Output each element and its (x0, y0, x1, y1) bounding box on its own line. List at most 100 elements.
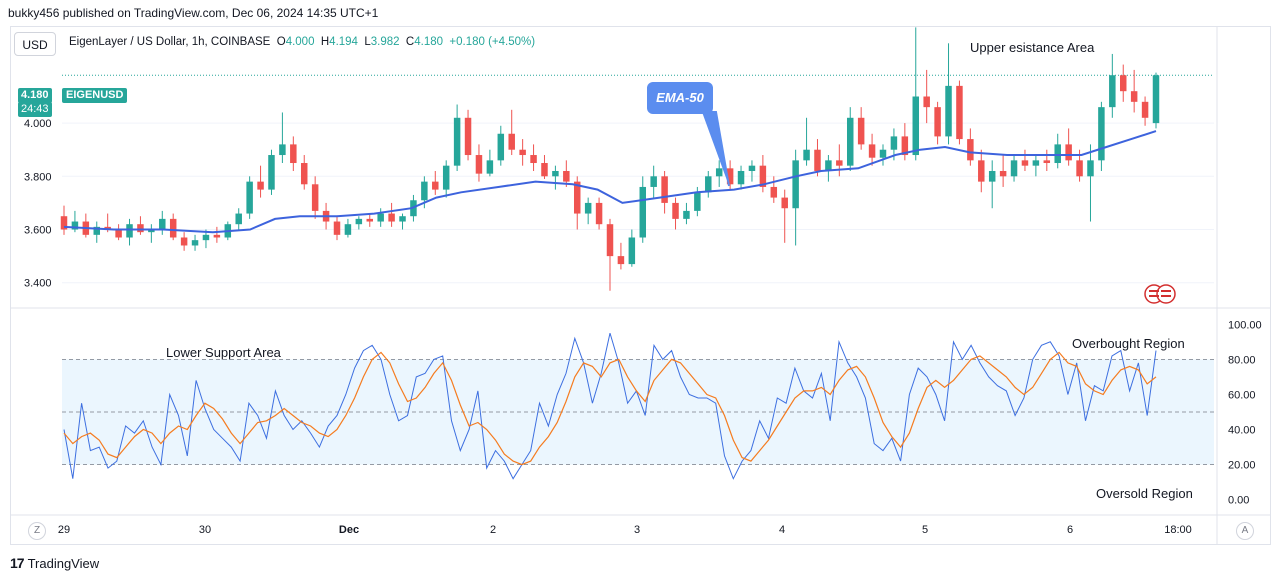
price-tick-label: 3.800 (24, 171, 52, 183)
candle-body (279, 144, 286, 156)
candle-body (290, 144, 297, 164)
candle-body (169, 218, 177, 238)
candle-body (388, 213, 395, 222)
candle-body (137, 224, 144, 233)
price-tick-label: 3.400 (24, 278, 52, 290)
candle-body (508, 133, 515, 150)
candle-body (628, 237, 636, 265)
candle-body (759, 165, 767, 187)
open-value: 4.000 (285, 36, 315, 48)
candle-body (1010, 160, 1018, 177)
close-value: 4.180 (414, 36, 444, 48)
candle-body (617, 256, 625, 265)
published-by-text: bukky456 published on TradingView.com, D… (8, 6, 379, 20)
candle-body (1076, 160, 1083, 177)
candle-body (661, 176, 668, 203)
candle-body (1119, 75, 1127, 92)
oscillator-tick-label: 80.00 (1228, 354, 1256, 366)
stochastic-d-line (63, 351, 1157, 466)
candle-body (999, 170, 1007, 177)
candle-body (978, 160, 985, 182)
oscillator-tick-label: 20.00 (1228, 460, 1256, 472)
candle-body (1032, 160, 1040, 166)
low-key: L (364, 36, 371, 48)
low-value: 3.982 (370, 36, 400, 48)
candle-body (737, 170, 745, 185)
candle-body (344, 224, 352, 235)
candle-body (748, 165, 756, 171)
candle-body (366, 218, 374, 222)
candle-body (573, 181, 581, 214)
upper-resistance-label: Upper esistance Area (970, 40, 1095, 55)
candle-body (486, 160, 494, 174)
candle-body (1065, 144, 1072, 161)
oversold-label: Oversold Region (1096, 486, 1193, 501)
overbought-label: Overbought Region (1072, 336, 1185, 351)
time-tick-label: 30 (199, 524, 211, 536)
candle-body (530, 155, 537, 164)
candle-body (683, 210, 690, 219)
candle-body (377, 213, 384, 222)
time-axis: 29 30 Dec 2 3 4 5 6 18:00 (58, 524, 1192, 536)
candle-body (694, 192, 701, 211)
candle-body (792, 160, 799, 209)
candle-body (1087, 160, 1094, 177)
oscillator-tick-label: 40.00 (1228, 425, 1256, 437)
candle-body (584, 202, 592, 214)
close-key: C (405, 36, 415, 48)
time-tick-label: 18:00 (1164, 524, 1192, 536)
candle-body (126, 224, 133, 238)
lower-support-label: Lower Support Area (166, 345, 281, 360)
candle-body (235, 213, 242, 225)
time-tick-label: 4 (779, 524, 785, 536)
tradingview-logo-icon: 17 (10, 555, 25, 571)
price-tick-label: 4.000 (24, 118, 52, 130)
candle-body (956, 85, 963, 140)
candle-body (399, 216, 406, 222)
candle-body (213, 234, 221, 238)
candle-body (191, 240, 199, 246)
candle-body (202, 234, 210, 241)
chart-frame (10, 26, 1271, 545)
candle-body (988, 170, 996, 182)
candle-body (705, 176, 712, 193)
time-tick-label: Dec (339, 524, 359, 536)
candle-body (453, 117, 461, 166)
oscillator-pane (62, 358, 1214, 466)
price-tick-label: 3.600 (24, 225, 52, 237)
price-y-axis: 3.400 3.600 3.800 4.000 (24, 118, 52, 290)
high-value: 4.194 (329, 36, 358, 48)
auto-scale-button[interactable]: A (1236, 522, 1254, 540)
candle-body (1141, 101, 1149, 118)
candle-body (825, 160, 832, 171)
candle-body (159, 218, 166, 230)
symbol-name: EigenLayer / US Dollar, 1h, COINBASE (69, 36, 271, 48)
candle-body (781, 197, 788, 209)
candle-body (967, 139, 974, 161)
candle-body (639, 186, 647, 238)
candle-body (475, 155, 483, 174)
change-value: +0.180 (+4.50%) (449, 36, 536, 48)
candle-body (715, 168, 723, 177)
time-tick-label: 29 (58, 524, 70, 536)
candle-body (857, 117, 865, 145)
candle-body (421, 181, 428, 201)
currency-selector[interactable]: USD (14, 32, 56, 56)
candle-body (563, 170, 570, 182)
brand-name: TradingView (27, 555, 100, 571)
candle-body (1054, 144, 1061, 164)
candle-body (552, 170, 559, 177)
candle-body (1109, 75, 1116, 108)
candle-body (1021, 160, 1029, 166)
price-grid (62, 122, 1214, 284)
candle-body (1043, 160, 1051, 164)
time-tick-label: 5 (922, 524, 928, 536)
candle-body (300, 163, 308, 185)
candle-body (432, 181, 439, 190)
candle-body (246, 181, 253, 214)
open-key: O (276, 36, 286, 48)
candle-body (890, 136, 898, 150)
tradingview-brand[interactable]: 17 TradingView (10, 555, 99, 571)
timezone-button[interactable]: Z (28, 522, 46, 540)
